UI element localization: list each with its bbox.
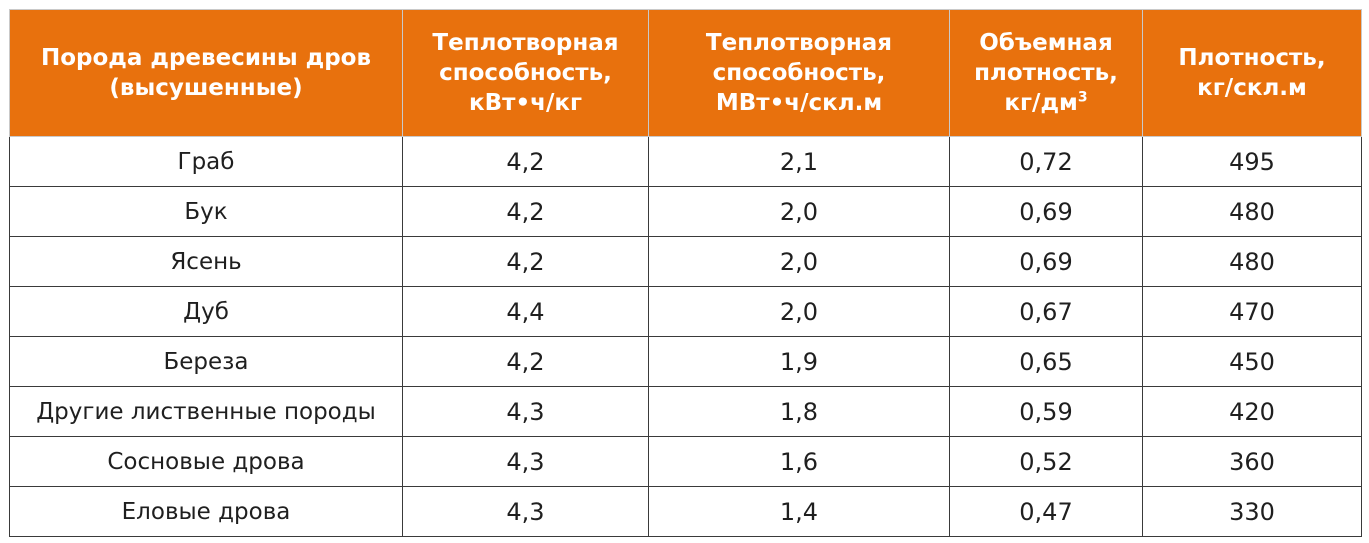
heat-value-mwh-cell: 2,0 <box>648 236 950 287</box>
wood-species-cell: Еловые дрова <box>9 486 403 537</box>
heat-value-mwh-cell: 2,0 <box>648 286 950 337</box>
table-row: Ясень 4,2 2,0 0,69 480 <box>9 236 1362 287</box>
table-header-row: Порода древесины дров (высушенные) Тепло… <box>9 9 1362 137</box>
bulk-density-cell: 0,67 <box>949 286 1143 337</box>
header-bulk-density: Объемная плотность, кг/дм3 <box>949 9 1143 137</box>
wood-species-cell: Ясень <box>9 236 403 287</box>
heat-value-mwh-cell: 1,4 <box>648 486 950 537</box>
bulk-density-cell: 0,65 <box>949 336 1143 387</box>
density-cell: 450 <box>1142 336 1362 387</box>
wood-species-cell: Другие лиственные породы <box>9 386 403 437</box>
density-cell: 480 <box>1142 236 1362 287</box>
header-line: Теплотворная <box>432 30 619 56</box>
table-row: Сосновые дрова 4,3 1,6 0,52 360 <box>9 436 1362 487</box>
heat-value-kwh-cell: 4,2 <box>402 236 649 287</box>
header-line: Порода древесины дров <box>40 45 372 71</box>
header-line: Плотность, <box>1178 45 1326 71</box>
header-line: кВт•ч/кг <box>469 90 582 116</box>
header-line: Объемная <box>979 30 1113 56</box>
bulk-density-cell: 0,72 <box>949 136 1143 187</box>
wood-fuel-table-container: Порода древесины дров (высушенные) Тепло… <box>9 9 1362 537</box>
wood-species-cell: Береза <box>9 336 403 387</box>
density-cell: 470 <box>1142 286 1362 337</box>
header-line: плотность, <box>974 60 1118 86</box>
density-cell: 330 <box>1142 486 1362 537</box>
bulk-density-cell: 0,52 <box>949 436 1143 487</box>
density-cell: 360 <box>1142 436 1362 487</box>
heat-value-mwh-cell: 2,0 <box>648 186 950 237</box>
heat-value-kwh-cell: 4,3 <box>402 486 649 537</box>
heat-value-mwh-cell: 1,9 <box>648 336 950 387</box>
table-row: Еловые дрова 4,3 1,4 0,47 330 <box>9 486 1362 537</box>
table-row: Береза 4,2 1,9 0,65 450 <box>9 336 1362 387</box>
table-row: Другие лиственные породы 4,3 1,8 0,59 42… <box>9 386 1362 437</box>
heat-value-kwh-cell: 4,3 <box>402 386 649 437</box>
heat-value-kwh-cell: 4,2 <box>402 336 649 387</box>
heat-value-kwh-cell: 4,2 <box>402 186 649 237</box>
heat-value-kwh-cell: 4,4 <box>402 286 649 337</box>
bulk-density-cell: 0,59 <box>949 386 1143 437</box>
header-line: Теплотворная <box>705 30 893 56</box>
density-cell: 495 <box>1142 136 1362 187</box>
density-cell: 420 <box>1142 386 1362 437</box>
heat-value-mwh-cell: 1,6 <box>648 436 950 487</box>
table-row: Граб 4,2 2,1 0,72 495 <box>9 136 1362 187</box>
heat-value-kwh-cell: 4,3 <box>402 436 649 487</box>
heat-value-mwh-cell: 2,1 <box>648 136 950 187</box>
density-cell: 480 <box>1142 186 1362 237</box>
bulk-density-cell: 0,69 <box>949 186 1143 237</box>
heat-value-mwh-cell: 1,8 <box>648 386 950 437</box>
header-line: (высушенные) <box>109 75 303 101</box>
header-unit: кг/дм <box>1004 90 1078 116</box>
header-heat-value-mwh-per-stere: Теплотворная способность, МВт•ч/скл.м <box>648 9 950 137</box>
header-line: кг/скл.м <box>1197 75 1307 101</box>
header-line: способность, <box>712 60 886 86</box>
header-line: МВт•ч/скл.м <box>715 90 883 116</box>
header-wood-species: Порода древесины дров (высушенные) <box>9 9 403 137</box>
header-heat-value-kwh-per-kg: Теплотворная способность, кВт•ч/кг <box>402 9 649 137</box>
heat-value-kwh-cell: 4,2 <box>402 136 649 187</box>
wood-fuel-table: Порода древесины дров (высушенные) Тепло… <box>9 9 1362 537</box>
bulk-density-cell: 0,69 <box>949 236 1143 287</box>
table-row: Дуб 4,4 2,0 0,67 470 <box>9 286 1362 337</box>
wood-species-cell: Бук <box>9 186 403 237</box>
wood-species-cell: Сосновые дрова <box>9 436 403 487</box>
bulk-density-cell: 0,47 <box>949 486 1143 537</box>
header-density-per-stere: Плотность, кг/скл.м <box>1142 9 1362 137</box>
wood-species-cell: Граб <box>9 136 403 187</box>
table-row: Бук 4,2 2,0 0,69 480 <box>9 186 1362 237</box>
wood-species-cell: Дуб <box>9 286 403 337</box>
header-line: способность, <box>439 60 612 86</box>
header-line: кг/дм3 <box>960 88 1132 118</box>
header-unit-superscript: 3 <box>1077 89 1088 106</box>
